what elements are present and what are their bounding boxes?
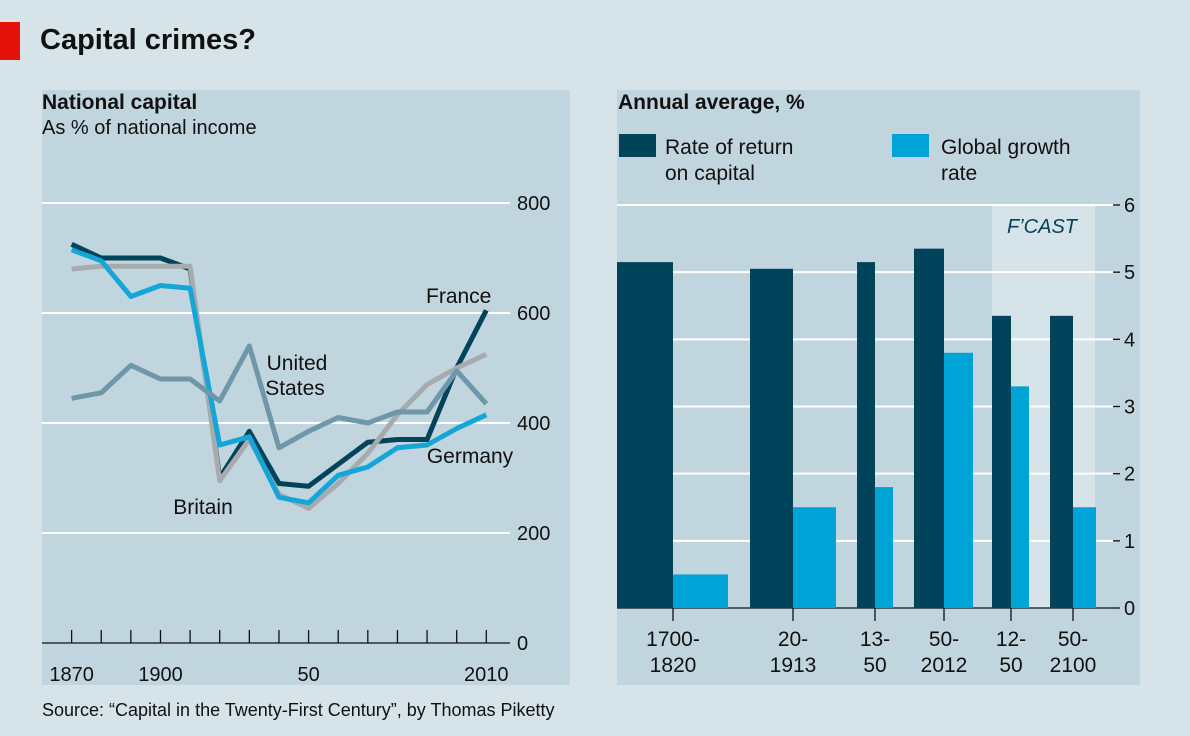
left-x-tick-label: 2010 xyxy=(464,664,509,686)
left-panel xyxy=(42,90,570,685)
right-title: Annual average, % xyxy=(618,91,805,114)
category-label-line2: 1820 xyxy=(650,654,697,677)
series-label-united-states-line2: States xyxy=(265,377,325,400)
left-y-tick-label: 800 xyxy=(517,193,550,215)
right-y-tick-label: 6 xyxy=(1124,195,1135,217)
legend-swatch-global-growth xyxy=(892,134,929,157)
category-label-line2: 50 xyxy=(999,654,1022,677)
bar-rate-of-return xyxy=(992,315,1011,608)
left-x-tick-label: 1870 xyxy=(49,664,94,686)
series-label-united-states-line1: United xyxy=(267,352,328,375)
bar-global-growth xyxy=(875,487,893,608)
legend-label-rate-of-return-line2: on capital xyxy=(665,162,755,185)
left-y-tick-label: 200 xyxy=(517,523,550,545)
category-label-line1: 12- xyxy=(996,628,1026,651)
series-label-britain: Britain xyxy=(173,496,233,519)
bar-rate-of-return xyxy=(617,262,673,608)
source-note: Source: “Capital in the Twenty-First Cen… xyxy=(42,700,555,720)
left-y-tick-label: 600 xyxy=(517,303,550,325)
bar-global-growth xyxy=(1073,507,1096,608)
line-united-states xyxy=(71,343,489,451)
bar-global-growth xyxy=(793,507,836,608)
left-x-tick-label: 1900 xyxy=(138,664,183,686)
bar-rate-of-return xyxy=(914,248,944,609)
right-y-tick-label: 2 xyxy=(1124,464,1135,486)
bar-rate-of-return xyxy=(750,268,793,608)
category-label-line1: 50- xyxy=(1058,628,1088,651)
right-y-tick-label: 3 xyxy=(1124,397,1135,419)
legend-swatch-rate-of-return xyxy=(619,134,656,157)
category-label-line1: 50- xyxy=(929,628,959,651)
category-label-line2: 50 xyxy=(863,654,886,677)
category-label-line2: 2100 xyxy=(1050,654,1097,677)
lines xyxy=(70,242,489,511)
left-title: National capital xyxy=(42,91,197,114)
red-tag xyxy=(0,22,20,60)
right-y-tick-label: 4 xyxy=(1124,329,1135,351)
category-label-line2: 1913 xyxy=(770,654,817,677)
bar-rate-of-return xyxy=(857,262,875,608)
legend-label-global-growth-line2: rate xyxy=(941,162,977,185)
category-label-line1: 1700- xyxy=(646,628,700,651)
series-label-france: France xyxy=(426,285,491,308)
line-france xyxy=(70,242,489,489)
category-label-line1: 20- xyxy=(778,628,808,651)
line-germany xyxy=(70,247,488,506)
legend-label-global-growth-line1: Global growth xyxy=(941,136,1071,159)
left-y-tick-label: 0 xyxy=(517,633,528,655)
right-y-tick-label: 0 xyxy=(1124,598,1135,620)
series-label-germany: Germany xyxy=(427,445,514,468)
bar-global-growth xyxy=(944,352,973,608)
bar-rate-of-return xyxy=(1050,315,1073,608)
right-y-tick-label: 1 xyxy=(1124,531,1135,553)
bar-global-growth xyxy=(1011,386,1029,608)
left-y-tick-label: 400 xyxy=(517,413,550,435)
bar-global-growth xyxy=(673,574,728,608)
left-x-tick-label: 50 xyxy=(297,664,319,686)
left-labels: 0 200 400 600 800 1870 1900 50 2010 France Germany… xyxy=(49,193,550,686)
right-labels: 0 1 2 3 4 5 6 1700- 1820 20- 1913 13- 50 50- 2012 12- 50… xyxy=(646,195,1135,677)
forecast-label: F’CAST xyxy=(1007,216,1079,238)
legend-label-rate-of-return-line1: Rate of return xyxy=(665,136,793,159)
category-label-line2: 2012 xyxy=(921,654,968,677)
bars xyxy=(617,248,1096,609)
left-subtitle: As % of national income xyxy=(42,117,257,139)
category-label-line1: 13- xyxy=(860,628,890,651)
headline: Capital crimes? xyxy=(40,24,256,56)
right-y-tick-label: 5 xyxy=(1124,262,1135,284)
